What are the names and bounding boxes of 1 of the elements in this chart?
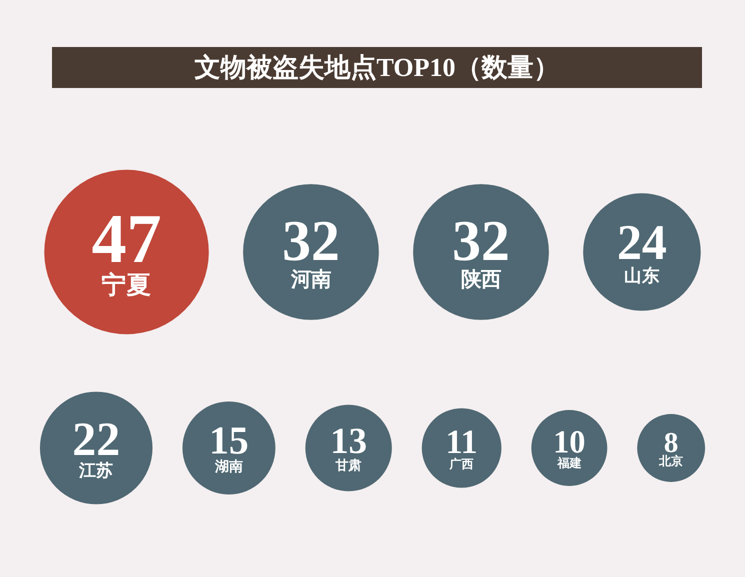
text: 文物被盗失地点TOP10（数量） — [52, 47, 702, 88]
